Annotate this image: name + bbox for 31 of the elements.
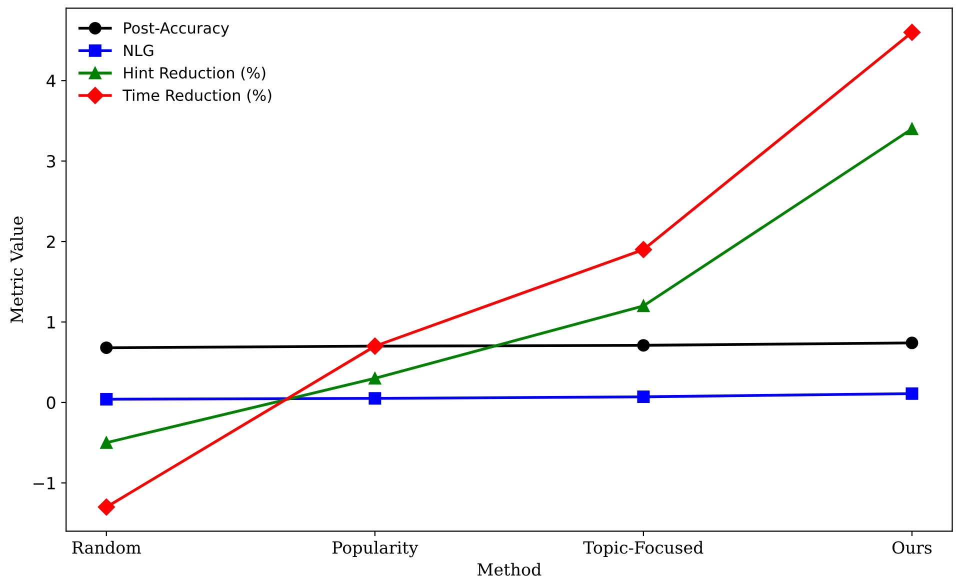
point [368, 392, 382, 405]
point [100, 392, 113, 406]
point [366, 338, 384, 355]
point [637, 390, 650, 404]
x-axis-title: Method [477, 562, 542, 576]
point [906, 336, 918, 350]
legend-label: Time Reduction (%) [122, 89, 272, 103]
point [906, 387, 918, 400]
point [634, 241, 652, 258]
point [906, 122, 918, 136]
y-tick-label: 2 [46, 235, 55, 248]
legend-label: Post-Accuracy [124, 22, 230, 37]
y-tick-label: 4 [46, 74, 56, 87]
y-tick-label: 1 [48, 316, 55, 328]
y-axis-title: Metric Value [10, 216, 24, 323]
point [637, 339, 650, 352]
point [637, 300, 650, 312]
y-tick-label: 3 [47, 155, 56, 168]
x-tick-label: Popularity [332, 540, 418, 558]
point [100, 436, 113, 449]
y-tick-label: −1 [34, 477, 55, 490]
point [98, 498, 115, 516]
y-tick-label: 0 [46, 396, 56, 410]
point [368, 372, 382, 385]
x-tick-label: Random [72, 540, 141, 554]
legend-label: Hint Reduction (%) [124, 66, 266, 80]
point [903, 24, 921, 41]
legend-label: NLG [124, 44, 154, 56]
x-tick-label: Topic-Focused [583, 540, 704, 558]
point [100, 341, 113, 354]
x-tick-label: Ours [892, 541, 932, 554]
